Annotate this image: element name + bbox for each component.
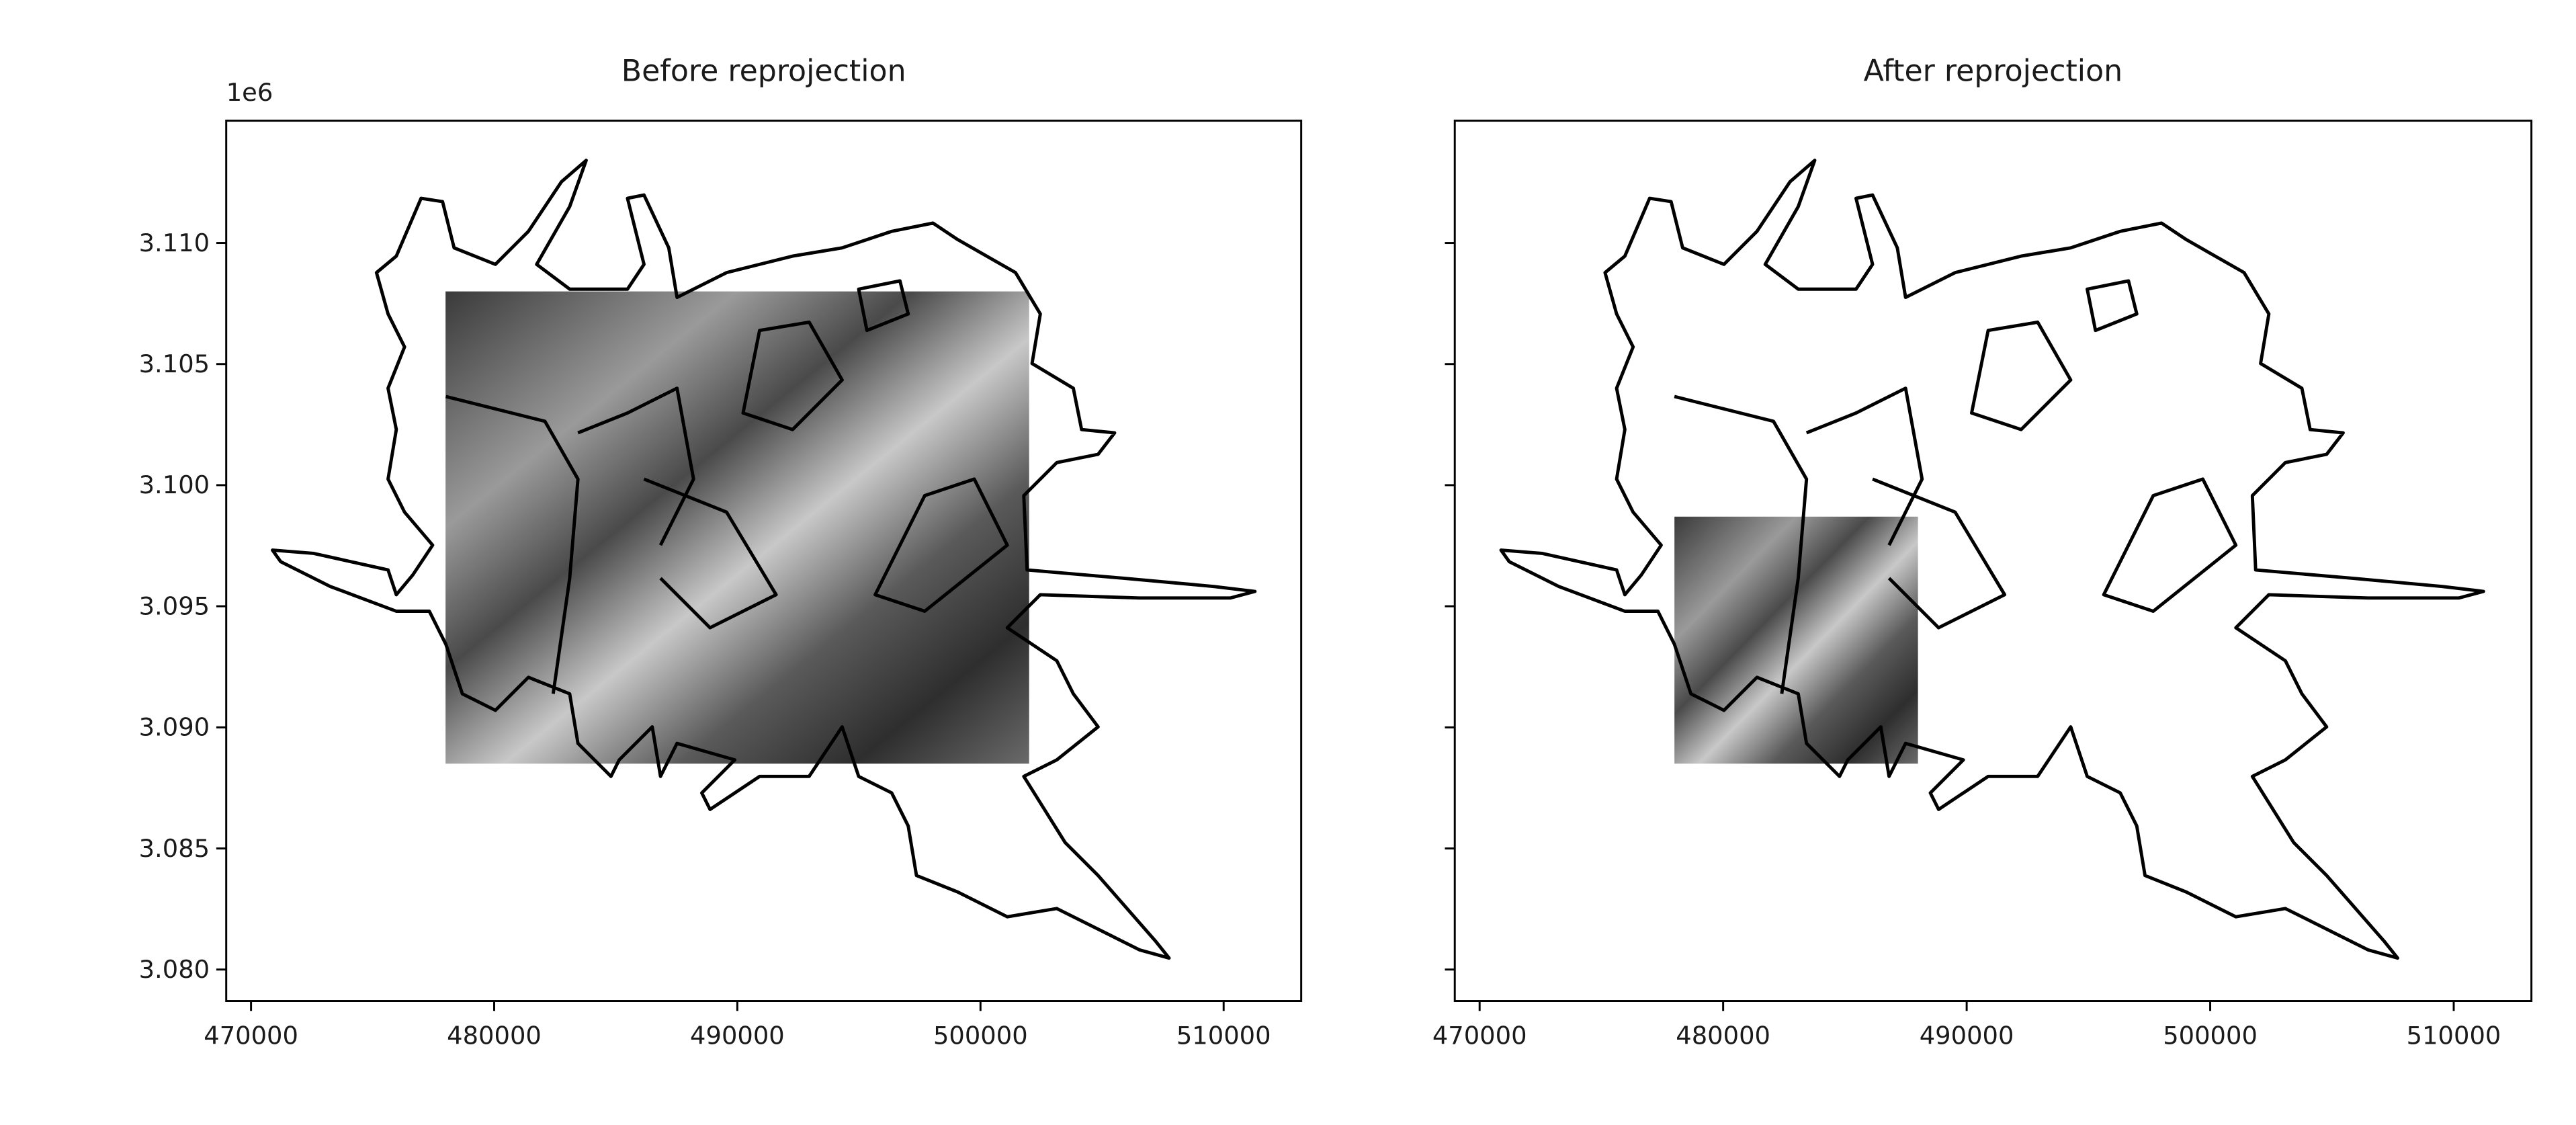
y-tick-label: 3.100	[139, 470, 210, 499]
glacier-outlines	[1501, 161, 2483, 958]
y-tick-label: 3.090	[139, 713, 210, 742]
x-tick-label: 510000	[1176, 1021, 1271, 1050]
axis-offset-label: 1e6	[226, 78, 273, 107]
x-tick-label: 480000	[447, 1021, 542, 1050]
y-tick-label: 3.085	[139, 834, 210, 863]
y-tick-label: 3.105	[139, 349, 210, 378]
axes-frame	[225, 120, 1303, 1002]
raster-image	[1674, 516, 1918, 764]
panel-title: After reprojection	[1864, 54, 2123, 89]
axes-frame	[1453, 120, 2533, 1002]
x-tick-label: 500000	[2163, 1021, 2258, 1050]
panel-title: Before reprojection	[621, 54, 906, 89]
x-tick-label: 500000	[933, 1021, 1028, 1050]
x-tick-label: 490000	[690, 1021, 785, 1050]
x-tick-label: 510000	[2407, 1021, 2501, 1050]
x-tick-label: 490000	[1920, 1021, 2014, 1050]
x-tick-label: 480000	[1676, 1021, 1770, 1050]
x-tick-label: 470000	[204, 1021, 298, 1050]
y-tick-label: 3.095	[139, 591, 210, 620]
y-tick-label: 3.080	[139, 955, 210, 984]
y-tick-label: 3.110	[139, 228, 210, 257]
x-tick-label: 470000	[1432, 1021, 1527, 1050]
